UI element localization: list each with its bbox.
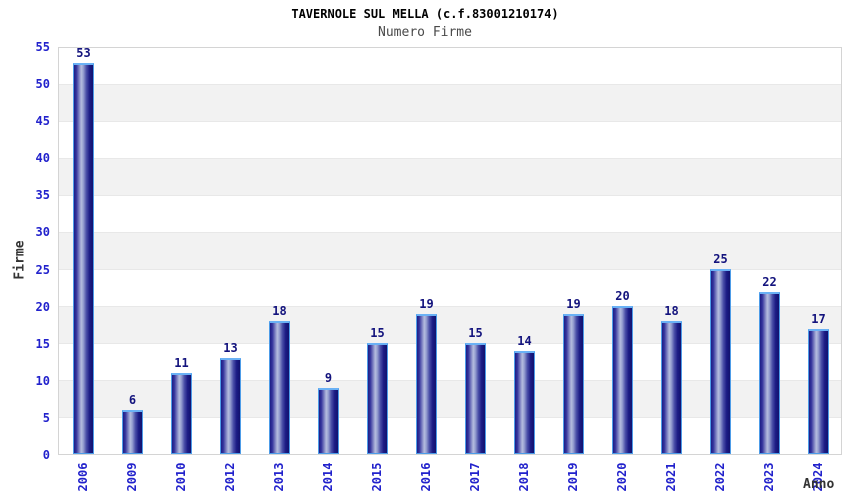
y-axis-title: Firme bbox=[12, 240, 28, 280]
x-axis-title: Anno bbox=[803, 477, 835, 492]
bar-value-label: 15 bbox=[468, 326, 483, 340]
bar-value-label: 6 bbox=[128, 393, 137, 407]
bar-value-label: 25 bbox=[713, 252, 728, 266]
bar-value-label: 53 bbox=[76, 46, 91, 60]
x-tick-label-2023: 2023 bbox=[761, 462, 776, 492]
x-tick-label-2022: 2022 bbox=[712, 462, 727, 492]
grid-band bbox=[59, 48, 841, 85]
bar-2009 bbox=[122, 410, 143, 454]
bar-value-label: 15 bbox=[370, 326, 385, 340]
bar-2017 bbox=[465, 343, 486, 454]
bar-2020 bbox=[612, 306, 633, 454]
y-tick-label: 15 bbox=[35, 336, 50, 351]
grid-band bbox=[59, 159, 841, 196]
x-tick-label-2017: 2017 bbox=[467, 462, 482, 492]
bar-value-label: 17 bbox=[811, 312, 826, 326]
bar-2013 bbox=[269, 321, 290, 454]
bar-value-label: 19 bbox=[419, 297, 434, 311]
x-tick-label-2021: 2021 bbox=[663, 462, 678, 492]
bar-2018 bbox=[514, 351, 535, 454]
y-tick-label: 5 bbox=[42, 410, 50, 425]
bar-value-label: 13 bbox=[223, 341, 238, 355]
y-tick-label: 0 bbox=[42, 448, 50, 462]
y-tick-label: 10 bbox=[35, 373, 50, 388]
y-tick-label: 30 bbox=[35, 225, 50, 240]
grid-band bbox=[59, 85, 841, 122]
bar-2021 bbox=[661, 321, 682, 454]
grid-band bbox=[59, 344, 841, 381]
grid-band bbox=[59, 270, 841, 307]
bar-value-label: 18 bbox=[272, 304, 287, 318]
x-tick-label-2010: 2010 bbox=[173, 462, 188, 492]
x-tick-label-2019: 2019 bbox=[565, 462, 580, 492]
chart-subtitle: Numero Firme bbox=[378, 25, 472, 40]
bar-2024 bbox=[808, 329, 829, 454]
x-tick-label-2015: 2015 bbox=[369, 462, 384, 492]
x-tick-label-2018: 2018 bbox=[516, 462, 531, 492]
bar-2019 bbox=[563, 314, 584, 454]
bar-value-label: 19 bbox=[566, 297, 581, 311]
bar-value-label: 9 bbox=[324, 371, 333, 385]
bar-2014 bbox=[318, 388, 339, 454]
grid-band bbox=[59, 196, 841, 233]
y-tick-label: 45 bbox=[35, 114, 50, 129]
bar-value-label: 22 bbox=[762, 275, 777, 289]
bar-2006 bbox=[73, 63, 94, 454]
bar-2016 bbox=[416, 314, 437, 454]
bar-2015 bbox=[367, 343, 388, 454]
y-tick-label: 35 bbox=[35, 188, 50, 203]
bar-value-label: 20 bbox=[615, 289, 630, 303]
bar-2023 bbox=[759, 292, 780, 454]
y-tick-label: 50 bbox=[35, 77, 50, 92]
bar-2010 bbox=[171, 373, 192, 454]
bar-value-label: 14 bbox=[517, 334, 532, 348]
x-tick-label-2006: 2006 bbox=[75, 462, 90, 492]
bar-2022 bbox=[710, 269, 731, 454]
plot-area: 53 6 11 13 18 9 15 19 15 14 19 20 18 25 22 17 bbox=[58, 47, 842, 455]
bar-2012 bbox=[220, 358, 241, 454]
x-tick-label-2012: 2012 bbox=[222, 462, 237, 492]
y-tick-label: 25 bbox=[35, 262, 50, 277]
bar-value-label: 18 bbox=[664, 304, 679, 318]
grid-band bbox=[59, 122, 841, 159]
y-tick-label: 55 bbox=[35, 40, 50, 54]
x-tick-label-2009: 2009 bbox=[124, 462, 139, 492]
x-tick-label-2016: 2016 bbox=[418, 462, 433, 492]
x-tick-label-2020: 2020 bbox=[614, 462, 629, 492]
x-tick-label-2013: 2013 bbox=[271, 462, 286, 492]
x-tick-label-2014: 2014 bbox=[320, 462, 335, 492]
y-tick-label: 40 bbox=[35, 151, 50, 166]
chart-title: TAVERNOLE SUL MELLA (c.f.83001210174) bbox=[291, 7, 559, 21]
y-tick-label: 20 bbox=[35, 299, 50, 314]
grid-band bbox=[59, 233, 841, 270]
bar-value-label: 11 bbox=[174, 356, 189, 370]
